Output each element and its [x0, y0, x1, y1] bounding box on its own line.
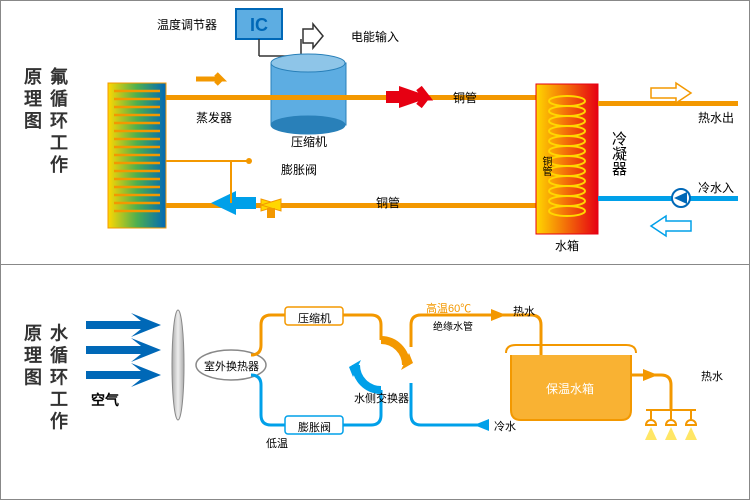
- lbl-air: 空气: [91, 390, 119, 410]
- lbl-copper3: 铜管: [538, 156, 553, 176]
- lbl-exp-valve: 膨胀阀: [281, 161, 317, 178]
- lbl-temp-reg: 温度调节器: [157, 16, 217, 33]
- lbl-hot-out: 热水出: [698, 109, 734, 126]
- top-panel: 氟循环工作原理图 IC: [0, 0, 750, 265]
- lbl-power-in: 电能输入: [351, 28, 399, 45]
- lbl-tank: 水箱: [555, 237, 579, 254]
- lbl-expvalve2: 膨胀阀: [298, 419, 331, 435]
- lbl-hotwater2: 热水: [701, 368, 723, 384]
- lbl-instank: 保温水箱: [546, 380, 594, 397]
- bottom-panel: 水循环工作原理图: [0, 265, 750, 500]
- lbl-water-hx: 水侧交换器: [354, 390, 409, 406]
- lbl-outdoor-hx: 室外换热器: [204, 358, 259, 374]
- lbl-lowtemp: 低温: [266, 435, 288, 451]
- lbl-evaporator: 蒸发器: [196, 109, 232, 126]
- ic-text: IC: [250, 15, 268, 35]
- bottom-diagram-svg: [1, 265, 750, 500]
- lbl-copper2: 铜管: [376, 194, 400, 211]
- lbl-inspipe: 绝缘水管: [433, 318, 473, 333]
- lbl-hotwater: 热水: [513, 303, 535, 319]
- lbl-hightemp: 高温60℃: [426, 300, 471, 316]
- lbl-cold-in: 冷水入: [698, 179, 734, 196]
- lbl-condenser: 冷凝器: [608, 131, 629, 176]
- lbl-copper1: 铜管: [453, 89, 477, 106]
- lbl-compressor: 压缩机: [291, 133, 327, 150]
- lbl-coldwater: 冷水: [494, 418, 516, 434]
- lbl-compressor2: 压缩机: [298, 310, 331, 326]
